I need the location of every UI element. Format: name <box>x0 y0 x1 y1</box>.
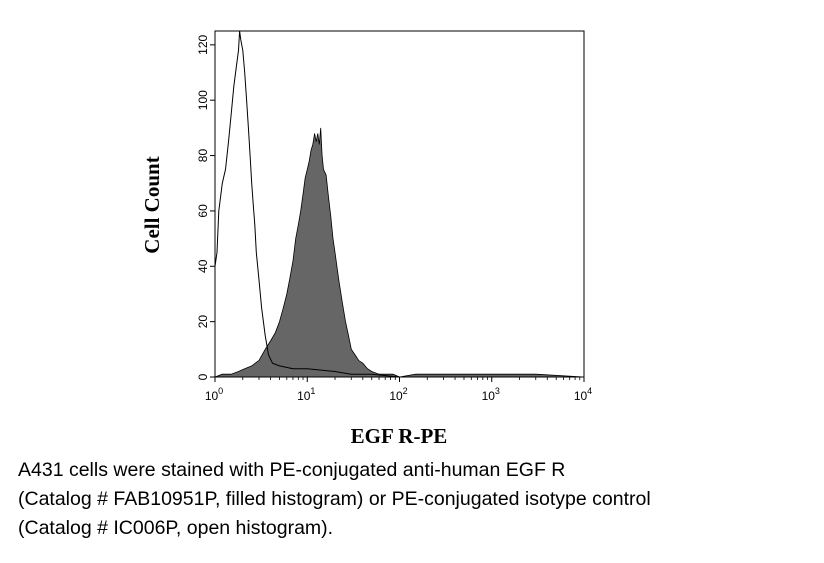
x-tick-label: 103 <box>482 386 500 403</box>
series-filled-histogram <box>214 127 585 378</box>
caption-line-1: A431 cells were stained with PE-conjugat… <box>18 459 566 481</box>
y-tick-label: 20 <box>196 315 210 329</box>
y-tick-label: 0 <box>196 373 210 380</box>
histogram-marks <box>214 30 585 378</box>
x-tick-label: 104 <box>574 386 592 403</box>
y-tick-label: 40 <box>196 259 210 273</box>
y-axis-title: Cell Count <box>140 156 164 253</box>
caption-line-3: (Catalog # IC006P, open histogram). <box>18 517 334 539</box>
y-axis: 0 20 40 60 80 100 120 <box>196 35 215 380</box>
plot-frame <box>214 30 585 378</box>
y-tick-label: 80 <box>196 149 210 163</box>
x-axis-title: EGF R-PE <box>351 424 448 448</box>
y-tick-label: 60 <box>196 204 210 218</box>
y-tick-label: 120 <box>196 35 210 55</box>
histogram-chart: 100 101 102 103 104 0 20 40 60 80 100 120 EGF R-PE… <box>140 30 592 448</box>
x-axis: 100 101 102 103 104 <box>205 377 592 403</box>
x-tick-label: 101 <box>297 386 315 403</box>
x-tick-label: 102 <box>389 386 407 403</box>
x-tick-label: 100 <box>205 386 223 403</box>
series-open-histogram <box>214 30 584 378</box>
y-tick-label: 100 <box>196 90 210 110</box>
figure-caption: A431 cells were stained with PE-conjugat… <box>18 456 818 543</box>
caption-line-2: (Catalog # FAB10951P, filled histogram) … <box>18 488 651 510</box>
